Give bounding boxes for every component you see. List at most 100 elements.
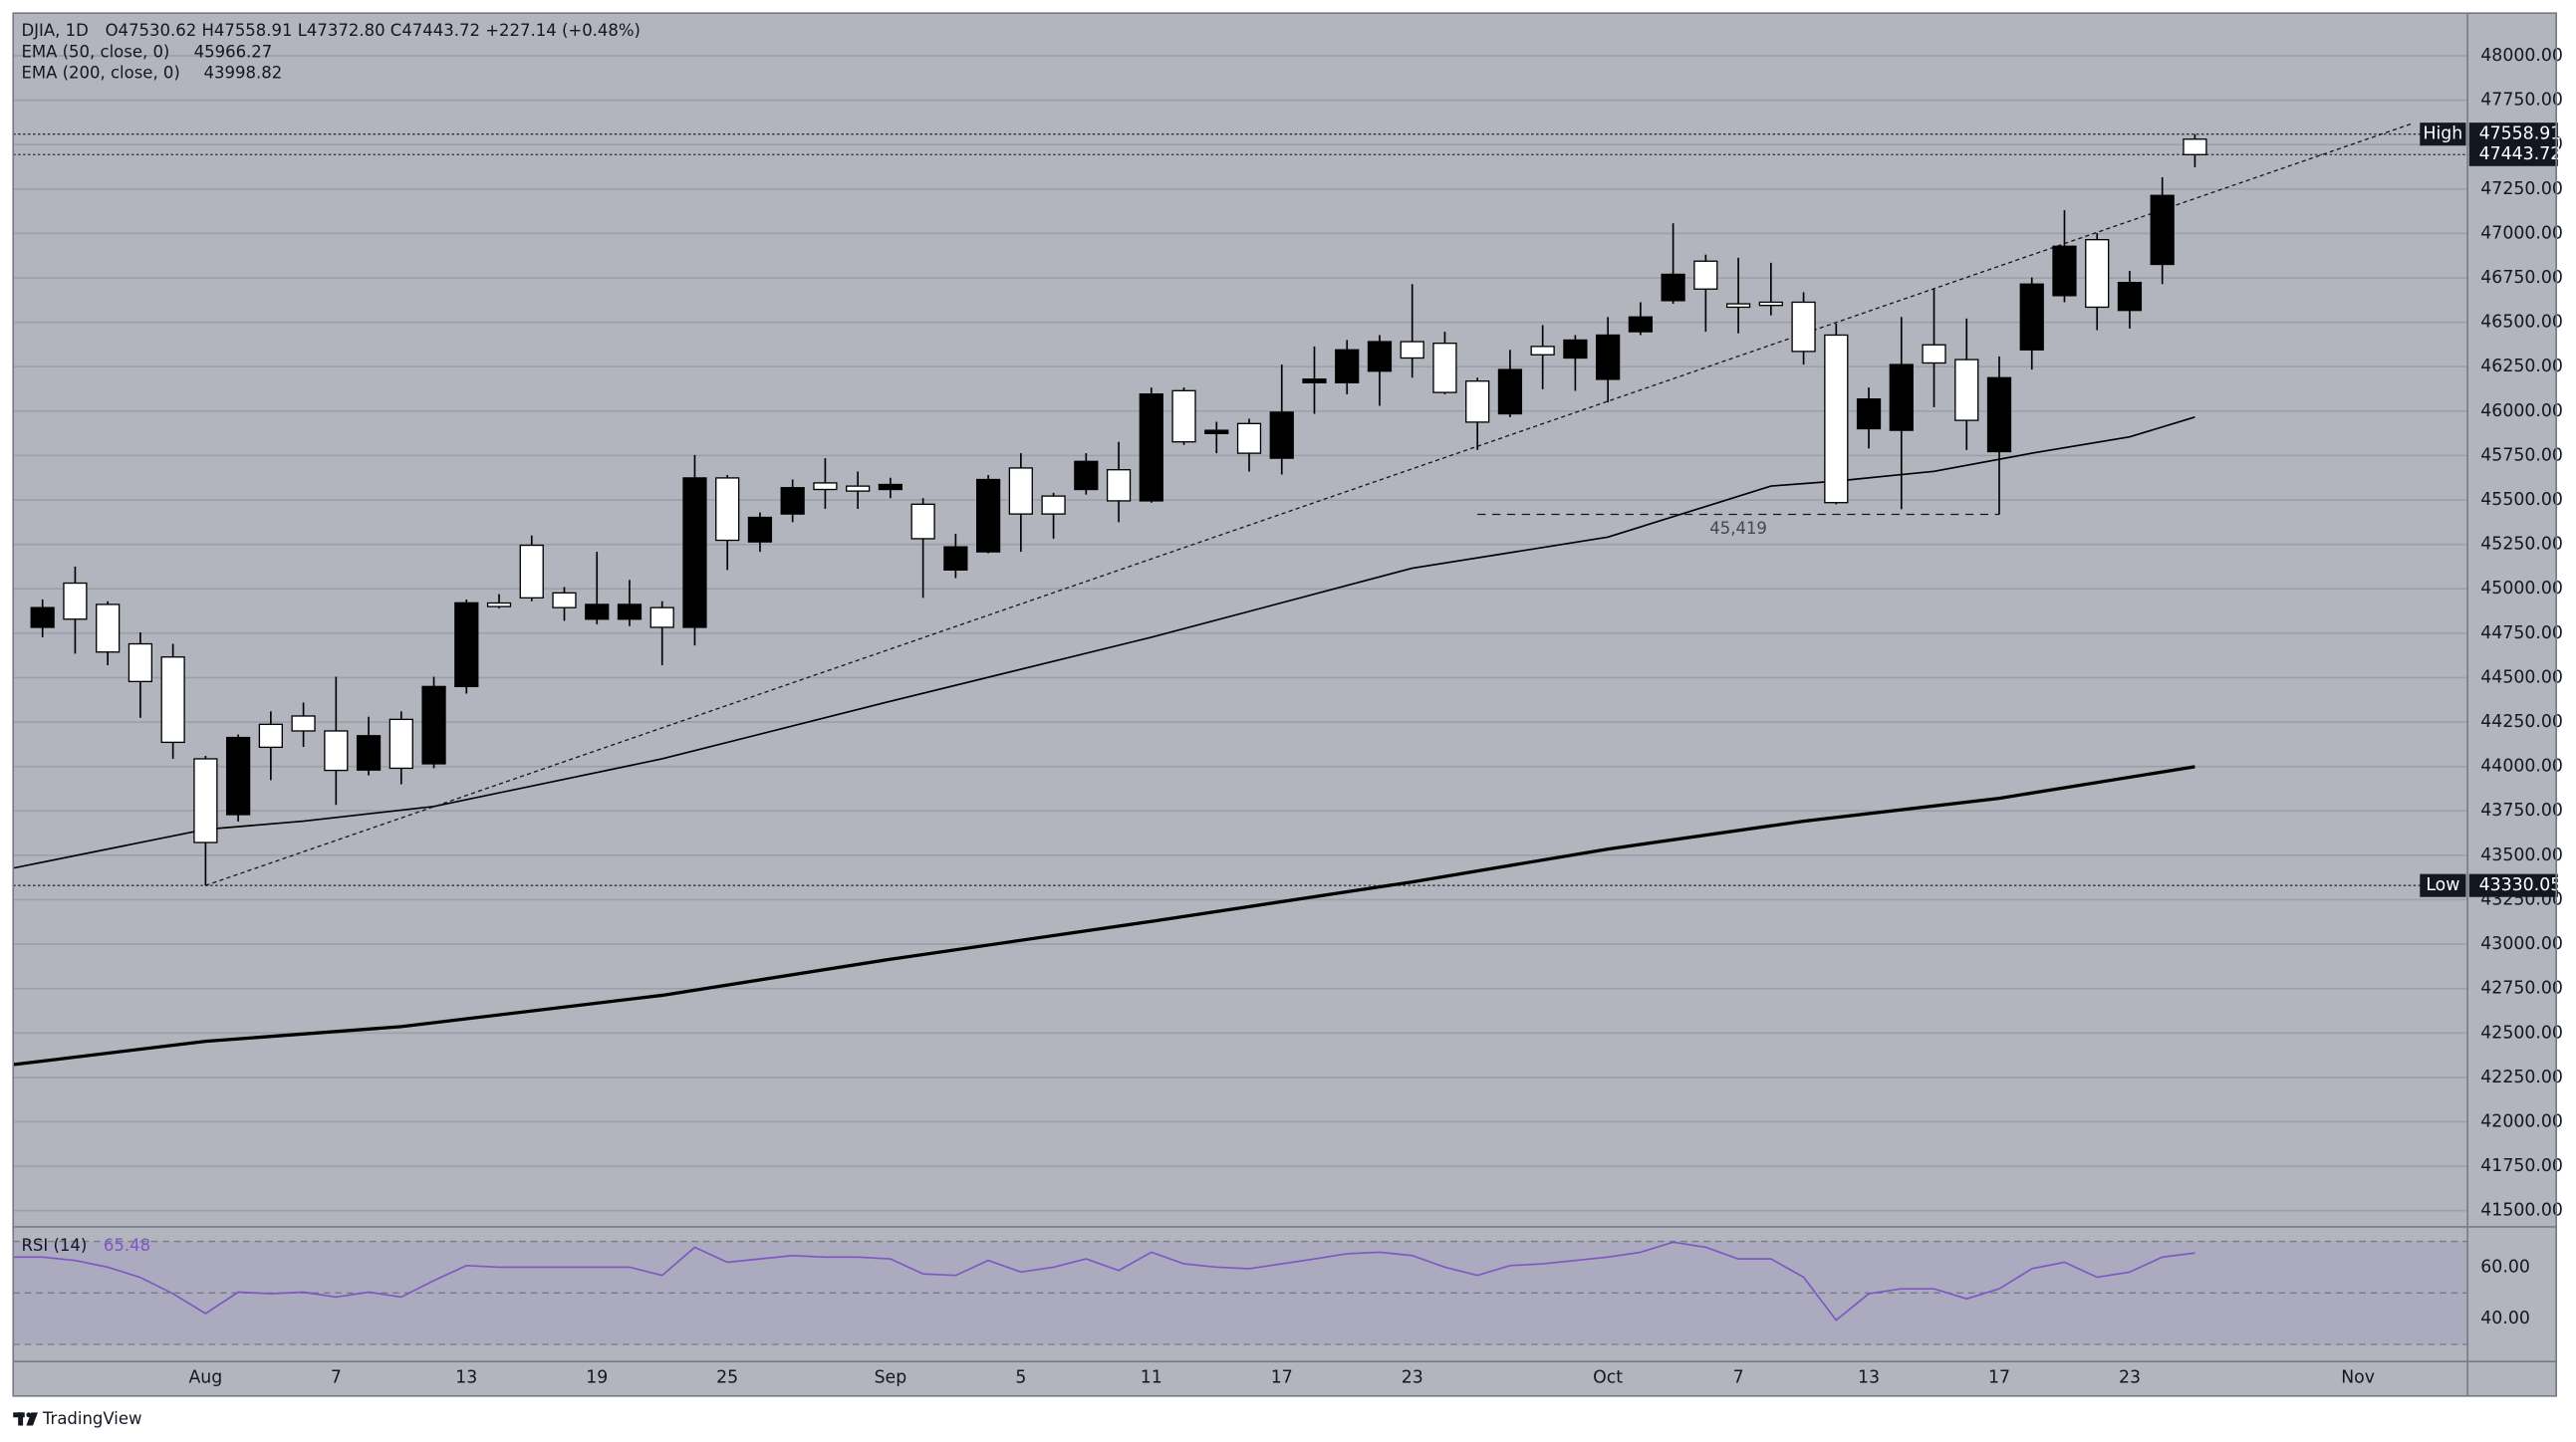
y-tick-label: 43000.00 (2480, 934, 2563, 954)
candle-body (193, 758, 218, 843)
y-tick-label: 46250.00 (2480, 357, 2563, 376)
y-tick-label: 46000.00 (2480, 401, 2563, 421)
candle-body (128, 642, 153, 683)
candle-body (943, 546, 968, 571)
x-tick-label: Sep (875, 1368, 907, 1388)
candle-body (2085, 239, 2110, 309)
candle-body (1596, 334, 1621, 380)
price-tag: Low (2426, 875, 2459, 895)
y-tick-label: 42500.00 (2480, 1023, 2563, 1043)
candle-body (1432, 343, 1457, 393)
y-tick-label: 47250.00 (2480, 179, 2563, 199)
candle-body (617, 603, 643, 620)
price-tag-box (2420, 122, 2466, 146)
rsi-layer: 60.00 40.00 (13, 1240, 2530, 1345)
price-tag-box (2420, 873, 2466, 897)
price-label: 47443.72 (2479, 144, 2562, 164)
candle-body (486, 601, 512, 607)
x-tick-label: 19 (586, 1368, 608, 1388)
candle-body (1954, 359, 1979, 421)
candle-body (2019, 283, 2044, 351)
candle-body (291, 715, 316, 732)
candle-body (1269, 411, 1294, 459)
y-tick-label: 45000.00 (2480, 579, 2563, 599)
x-tick-label: 13 (1858, 1368, 1880, 1388)
x-tick-label: 13 (455, 1368, 477, 1388)
footer-brand: TradingView (42, 1409, 142, 1428)
candle-body (780, 487, 805, 515)
rsi-line (13, 1241, 2195, 1322)
candle-body (225, 736, 251, 816)
y-tick-label: 42250.00 (2480, 1068, 2563, 1087)
candle-body (519, 544, 544, 599)
candle-body (324, 730, 349, 772)
y-tick-label: 41750.00 (2480, 1156, 2563, 1176)
ema50-legend: EMA (50, close, 0) (21, 42, 169, 61)
ohlc-legend: O47530.62 H47558.91 L47372.80 C47443.72 … (106, 21, 641, 40)
logo-mark (18, 1412, 24, 1426)
candle-body (1693, 260, 1718, 290)
x-tick-label: 11 (1141, 1368, 1162, 1388)
candle-body (1661, 273, 1685, 302)
ema50-value: 45966.27 (194, 42, 273, 61)
y-tick-label: 45250.00 (2480, 535, 2563, 555)
price-label-box (2468, 122, 2558, 146)
candle-body (2052, 245, 2077, 297)
candle-body (1074, 460, 1099, 491)
symbol-title: DJIA, 1D (21, 21, 88, 40)
x-tick-label: Nov (2341, 1368, 2375, 1388)
candle-body (1302, 378, 1327, 383)
candle-body (160, 656, 185, 744)
rsi-value: 65.48 (104, 1236, 150, 1255)
y-tick-label: 45750.00 (2480, 445, 2563, 465)
main-layer: 45,419 (13, 122, 2414, 1067)
candle-body (1236, 422, 1262, 454)
candle-body (1106, 469, 1132, 502)
candle-body (1758, 301, 1783, 307)
candle-body (63, 582, 88, 620)
candle-body (258, 723, 283, 749)
y-tick-label: 47750.00 (2480, 91, 2563, 111)
x-tick-label: Aug (188, 1368, 222, 1388)
y-tick-label: 44250.00 (2480, 712, 2563, 732)
rsi-title: RSI (14) (21, 1236, 87, 1255)
candle-body (1791, 301, 1816, 353)
candle-body (1922, 344, 1946, 364)
y-tick-label: 45500.00 (2480, 490, 2563, 510)
label-layer: 41500.00 41750.00 42000.00 42250.00 42500.00… (188, 46, 2562, 1388)
y-tick-label: 42750.00 (2480, 979, 2563, 999)
candle-body (421, 685, 446, 765)
candle-body (1367, 341, 1393, 372)
rsi-tick-label: 60.00 (2480, 1257, 2530, 1277)
x-tick-label: Oct (1593, 1368, 1623, 1388)
candle-body (1008, 467, 1033, 515)
candle-body (1986, 376, 2012, 453)
y-tick-label: 42000.00 (2480, 1111, 2563, 1131)
candle-body (1563, 339, 1588, 360)
chart-frame (12, 12, 2558, 1397)
candle-body (30, 606, 55, 628)
tradingview-logo: TradingView (13, 1409, 142, 1428)
y-tick-label: 41500.00 (2480, 1201, 2563, 1221)
price-label: 47558.91 (2479, 124, 2562, 144)
ema200-legend: EMA (200, close, 0) (21, 64, 179, 83)
chart-background (13, 13, 2557, 1396)
candle-body (1171, 389, 1196, 443)
y-tick-label: 44500.00 (2480, 667, 2563, 687)
y-tick-label: 47000.00 (2480, 223, 2563, 243)
candle-body (975, 478, 1001, 553)
candle-body (454, 601, 479, 688)
rsi-tick-label: 40.00 (2480, 1309, 2530, 1328)
candle-body (878, 483, 903, 491)
x-tick-label: 7 (331, 1368, 342, 1388)
candle-body (1497, 368, 1523, 415)
price-label: 43330.05 (2479, 875, 2562, 895)
price-tag: High (2424, 124, 2463, 144)
x-tick-label: 7 (1733, 1368, 1744, 1388)
x-tick-label: 5 (1015, 1368, 1026, 1388)
candle-body (1204, 429, 1229, 434)
candle-body (715, 477, 740, 542)
candle-body (2150, 194, 2175, 266)
candle-body (1889, 363, 1914, 431)
